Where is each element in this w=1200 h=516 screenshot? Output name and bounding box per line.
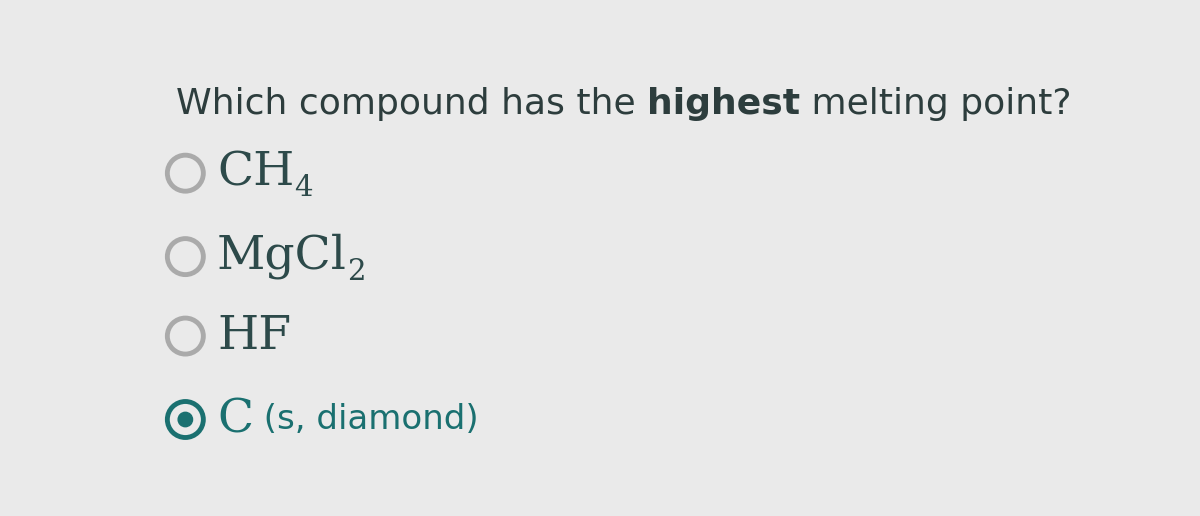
Text: 4: 4 — [294, 174, 313, 202]
Ellipse shape — [178, 412, 192, 427]
Text: HF: HF — [217, 313, 292, 359]
Text: MgCl: MgCl — [217, 234, 347, 280]
Text: melting point?: melting point? — [800, 87, 1072, 121]
Text: CH: CH — [217, 151, 294, 196]
Text: Which compound has the: Which compound has the — [176, 87, 647, 121]
Text: 2: 2 — [347, 257, 365, 286]
Text: highest: highest — [647, 87, 800, 121]
Text: (s, diamond): (s, diamond) — [253, 403, 479, 436]
Text: C: C — [217, 397, 253, 442]
